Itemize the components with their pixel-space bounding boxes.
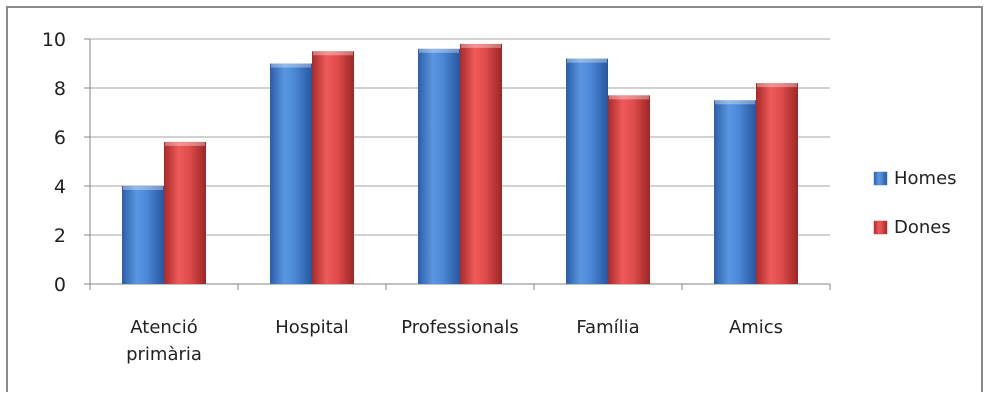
bar-homes xyxy=(714,100,756,284)
bar-highlight xyxy=(567,58,607,63)
x-tick-label: primària xyxy=(126,344,202,365)
bars xyxy=(122,43,798,285)
x-tick-label: Família xyxy=(576,317,639,338)
bar-homes xyxy=(122,186,164,284)
y-tick-label: 0 xyxy=(54,274,66,296)
x-tick-label: Amics xyxy=(729,317,783,338)
legend-label-homes: Homes xyxy=(894,168,957,189)
legend: Homes Dones xyxy=(873,168,957,238)
bar-dones xyxy=(164,141,206,284)
y-tick-label: 8 xyxy=(54,78,66,100)
x-tick-label: Professionals xyxy=(401,317,519,338)
bar-highlight xyxy=(609,95,649,100)
bar-dones xyxy=(608,95,650,284)
bar-dones xyxy=(312,51,354,284)
y-tick-label: 10 xyxy=(42,29,66,51)
x-tick-label: Hospital xyxy=(275,317,348,338)
bar-highlight xyxy=(165,141,205,146)
bar-dones xyxy=(460,43,502,285)
legend-label-dones: Dones xyxy=(894,217,951,238)
bar-highlight xyxy=(271,63,311,68)
bar-highlight xyxy=(419,48,459,53)
chart-frame xyxy=(6,6,983,392)
bar-highlight xyxy=(715,100,755,105)
legend-swatch-dones xyxy=(873,220,888,235)
bar-homes xyxy=(418,48,460,284)
y-tick-label: 2 xyxy=(54,225,66,247)
bar-highlight xyxy=(123,186,163,190)
bar-dones xyxy=(756,83,798,284)
bar-highlight xyxy=(313,51,353,56)
bar-homes xyxy=(270,63,312,284)
y-tick-label: 4 xyxy=(54,176,66,198)
x-tick-label: Atenció xyxy=(130,317,197,338)
bar-highlight xyxy=(461,43,501,48)
axis-labels: 0 2 4 6 8 10 Atenció primària Hospital Profession… xyxy=(42,29,783,365)
legend-swatch-homes xyxy=(873,171,888,186)
bar-homes xyxy=(566,58,608,284)
bar-highlight xyxy=(757,83,797,88)
y-tick-label: 6 xyxy=(54,127,66,149)
